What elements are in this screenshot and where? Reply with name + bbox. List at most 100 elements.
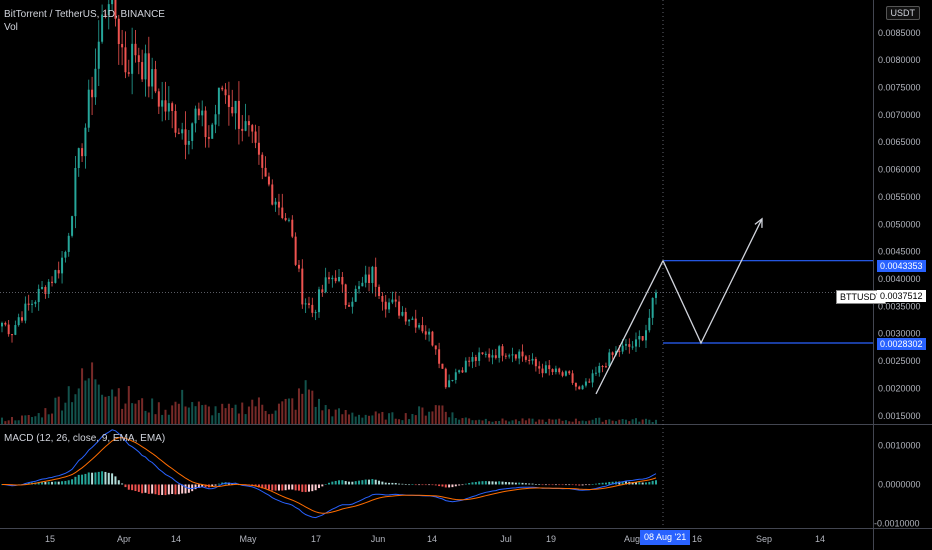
candle-body [544, 365, 547, 374]
macd-histogram-bar [171, 484, 174, 495]
candle-body [628, 344, 631, 347]
candle-body [301, 268, 304, 305]
candle-body [87, 89, 90, 128]
macd-tick-label: 0.0000000 [878, 479, 921, 489]
volume-bar [558, 418, 561, 424]
macd-histogram-bar [324, 484, 327, 485]
volume-bar [217, 412, 220, 424]
candle-body [21, 317, 24, 321]
volume-bar [474, 420, 477, 424]
volume-bar [117, 388, 120, 424]
price-tick-label: 0.0050000 [878, 219, 921, 229]
time-tick-label: 15 [45, 534, 55, 544]
candle-body [297, 264, 300, 269]
candle-body [648, 317, 651, 331]
candle-body [61, 257, 64, 274]
candle-body [511, 354, 514, 356]
volume-bar [234, 404, 237, 424]
macd-label[interactable]: MACD (12, 26, close, 9, EMA, EMA) [4, 433, 166, 444]
macd-histogram-bar [267, 484, 270, 490]
candle-body [64, 251, 67, 258]
volume-bar [44, 408, 47, 424]
candle-body [34, 302, 37, 304]
macd-histogram-bar [588, 484, 591, 486]
macd-histogram-bar [114, 476, 117, 485]
time-tick-label: 16 [692, 534, 702, 544]
candle-body [127, 72, 130, 74]
macd-histogram-bar [384, 482, 387, 485]
macd-histogram-bar [127, 484, 130, 490]
volume-bar [87, 378, 90, 424]
candle-body [194, 108, 197, 124]
macd-histogram-bar [421, 484, 424, 486]
currency-button[interactable]: USDT [885, 6, 920, 20]
macd-histogram-bar [177, 484, 180, 495]
price-tick-label: 0.0040000 [878, 274, 921, 284]
macd-histogram-bar [104, 471, 107, 485]
current-price-label: 0.0037512 [877, 290, 926, 302]
candle-body [274, 201, 277, 205]
candle-body [594, 372, 597, 374]
macd-histogram-bar [494, 481, 497, 485]
volume-bar [71, 402, 74, 424]
macd-histogram-bar [84, 473, 87, 485]
candle-body [167, 103, 170, 112]
support-price-label: 0.0028302 [877, 338, 926, 350]
volume-bar [354, 416, 357, 424]
volume-bar [254, 406, 257, 424]
candle-body [424, 331, 427, 335]
candle-body [364, 274, 367, 283]
candle-body [491, 355, 494, 358]
candle-body [224, 89, 227, 96]
macd-histogram-bar [648, 481, 651, 485]
candle-body [454, 372, 457, 380]
candle-body [601, 366, 604, 368]
projection-path[interactable] [595, 217, 763, 395]
macd-histogram-bar [381, 481, 384, 485]
macd-histogram-bar [27, 482, 30, 485]
candle-body [177, 132, 180, 134]
horizontal-levels[interactable] [0, 260, 873, 344]
macd-histogram-bar [388, 482, 391, 485]
macd-histogram-bar [67, 480, 70, 485]
candle-body [227, 95, 230, 107]
symbol-title[interactable]: BitTorrent / TetherUS, 1D, BINANCE [4, 9, 165, 20]
candle-body [644, 330, 647, 341]
candle-body [7, 324, 10, 335]
signal-line [2, 437, 657, 514]
candle-body [548, 365, 551, 370]
candle-body [71, 216, 74, 236]
volume-bar [111, 389, 114, 424]
macd-histogram-bar [514, 482, 517, 485]
time-tick-label: Jul [500, 534, 512, 544]
candle-body [211, 124, 214, 139]
candle-body [524, 356, 527, 360]
time-tick-label: Aug [624, 534, 640, 544]
candle-body [241, 128, 244, 131]
volume-label[interactable]: Vol [4, 22, 18, 33]
candle-body [474, 357, 477, 361]
volume-bar [444, 411, 447, 424]
volume-bar [237, 413, 240, 424]
volume-bar [37, 413, 40, 424]
volume-bar [101, 394, 104, 424]
volume-bar [511, 420, 514, 424]
macd-histogram-bar [107, 472, 110, 485]
volume-bar [104, 396, 107, 424]
candle-body [44, 287, 47, 294]
volume-bar [267, 414, 270, 424]
macd-histogram-bar [618, 481, 621, 485]
volume-bar [364, 414, 367, 424]
candle-body [264, 167, 267, 177]
candle-body [184, 129, 187, 145]
macd-histogram-bar [281, 484, 284, 491]
volume-bar [77, 388, 80, 424]
candle-body [57, 270, 60, 274]
candle-body [451, 379, 454, 381]
volume-bar [651, 421, 654, 424]
candle-body [154, 69, 157, 92]
candle-body [187, 140, 190, 145]
projection-line [595, 218, 763, 395]
volume-bar [574, 418, 577, 424]
